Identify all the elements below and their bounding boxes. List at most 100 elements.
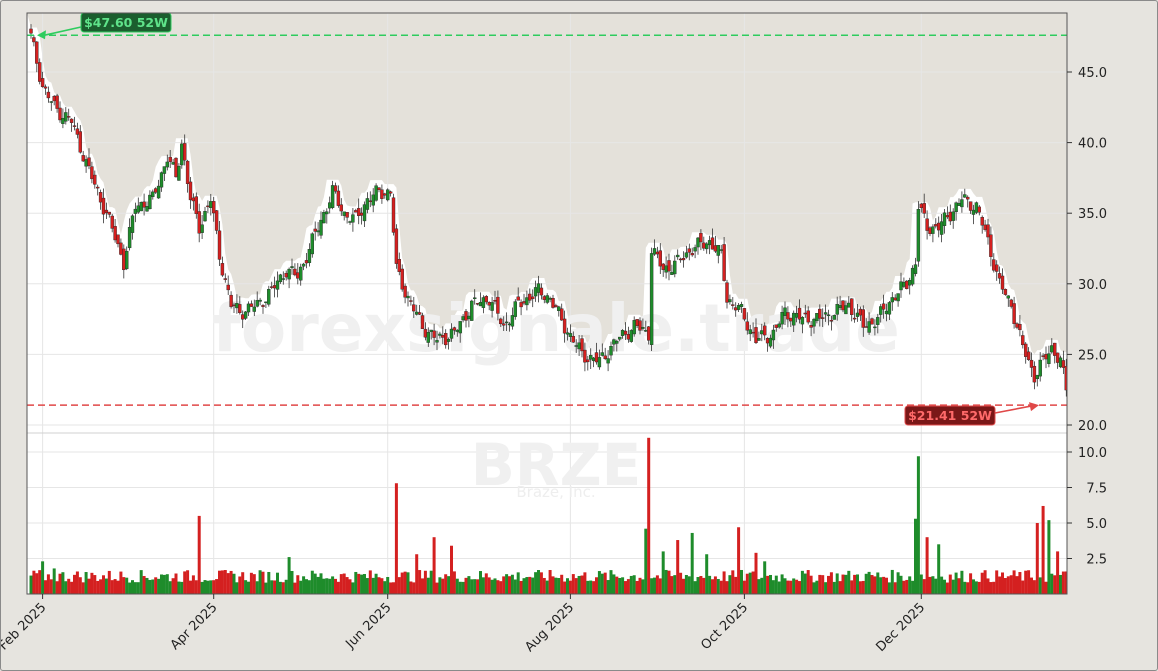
volume-bar	[351, 582, 355, 594]
volume-bar	[1056, 551, 1060, 594]
volume-bar	[525, 577, 529, 594]
volume-bar	[1053, 575, 1057, 594]
candle-body	[574, 345, 578, 347]
candle	[104, 202, 109, 220]
candle-body	[151, 191, 155, 197]
volume-bar	[336, 581, 340, 594]
candle	[696, 236, 700, 255]
candle-body	[690, 253, 694, 256]
candle-body	[844, 305, 848, 315]
candle	[313, 221, 317, 241]
candle-body	[191, 197, 196, 202]
volume-bar	[632, 575, 636, 594]
candle-body	[464, 311, 468, 321]
volume-bar	[769, 574, 772, 594]
volume-bar	[133, 582, 137, 594]
candle-body	[557, 306, 561, 311]
volume-bar	[940, 576, 944, 594]
volume-bar	[281, 582, 285, 594]
candle	[531, 289, 535, 308]
candle	[281, 271, 285, 285]
candle	[763, 322, 767, 341]
volume-bar	[212, 580, 216, 594]
volume-bar	[261, 571, 265, 594]
candle-body	[945, 215, 950, 218]
candle-body	[58, 107, 62, 121]
candle-body	[490, 302, 494, 311]
volume-bar	[641, 579, 645, 594]
candle-body	[571, 336, 575, 343]
candle	[974, 201, 979, 215]
volume-bar	[319, 573, 323, 594]
candle-body	[1068, 389, 1071, 409]
candle	[913, 257, 918, 277]
candle	[1032, 361, 1037, 390]
volume-bar	[296, 575, 300, 594]
volume-bar	[867, 571, 871, 594]
candle-body	[127, 227, 132, 249]
candle-body	[95, 186, 100, 189]
candle	[589, 348, 593, 369]
candle-body	[754, 327, 758, 344]
volume-bar	[682, 578, 685, 594]
candle-body	[910, 267, 915, 285]
volume-bar	[78, 577, 82, 594]
candle	[745, 312, 749, 335]
candle	[165, 154, 170, 171]
candle-body	[565, 332, 570, 335]
candle-body	[774, 324, 778, 328]
volume-bar	[786, 580, 790, 594]
candle-body	[69, 118, 74, 123]
candle-body	[55, 95, 59, 109]
plot-border	[26, 12, 1068, 595]
candle	[1012, 296, 1016, 329]
price-tick-label: 30.0	[1078, 278, 1107, 293]
candle-body	[180, 143, 184, 166]
volume-bar	[90, 572, 94, 594]
candle-body	[620, 330, 625, 336]
candle-body	[1058, 357, 1063, 368]
candle-body	[316, 230, 320, 233]
candle-body	[919, 203, 923, 209]
candle-body	[412, 304, 416, 312]
volume-bar	[925, 537, 929, 594]
candle-body	[258, 299, 262, 302]
volume-bar	[508, 576, 511, 594]
candle-body	[238, 304, 242, 314]
candle	[989, 226, 993, 267]
candle-body	[710, 237, 715, 250]
candle	[211, 196, 216, 222]
volume-bar	[800, 570, 804, 594]
candle-body	[1064, 366, 1067, 391]
candle	[835, 296, 839, 321]
volume-bar	[406, 572, 410, 594]
candle-body	[1032, 365, 1037, 383]
date-tick-label: Jun 2025	[343, 600, 395, 652]
volume-bar	[696, 577, 700, 594]
grid-lines	[27, 13, 1067, 594]
volume-bar	[41, 561, 45, 594]
volume-bar	[322, 578, 326, 594]
volume-bar	[49, 579, 53, 594]
candle-body	[432, 330, 436, 338]
candle	[438, 331, 442, 339]
candle	[139, 201, 143, 212]
candle-body	[246, 303, 251, 313]
candle-body	[339, 204, 343, 212]
volume-bar	[858, 581, 862, 594]
candle	[829, 315, 834, 331]
volume-bar	[371, 577, 375, 594]
candle-body	[719, 249, 723, 251]
volume-bar	[284, 579, 288, 594]
candle-body	[287, 268, 291, 280]
candle-body	[797, 307, 802, 320]
volume-bar	[812, 582, 816, 594]
candle-body	[629, 330, 633, 342]
date-tick-label: Oct 2025	[698, 600, 751, 653]
candle-body	[182, 143, 187, 161]
candle-body	[731, 304, 735, 306]
volume-bar	[914, 518, 917, 594]
candle-body	[922, 203, 926, 214]
volume-bar	[99, 579, 103, 594]
